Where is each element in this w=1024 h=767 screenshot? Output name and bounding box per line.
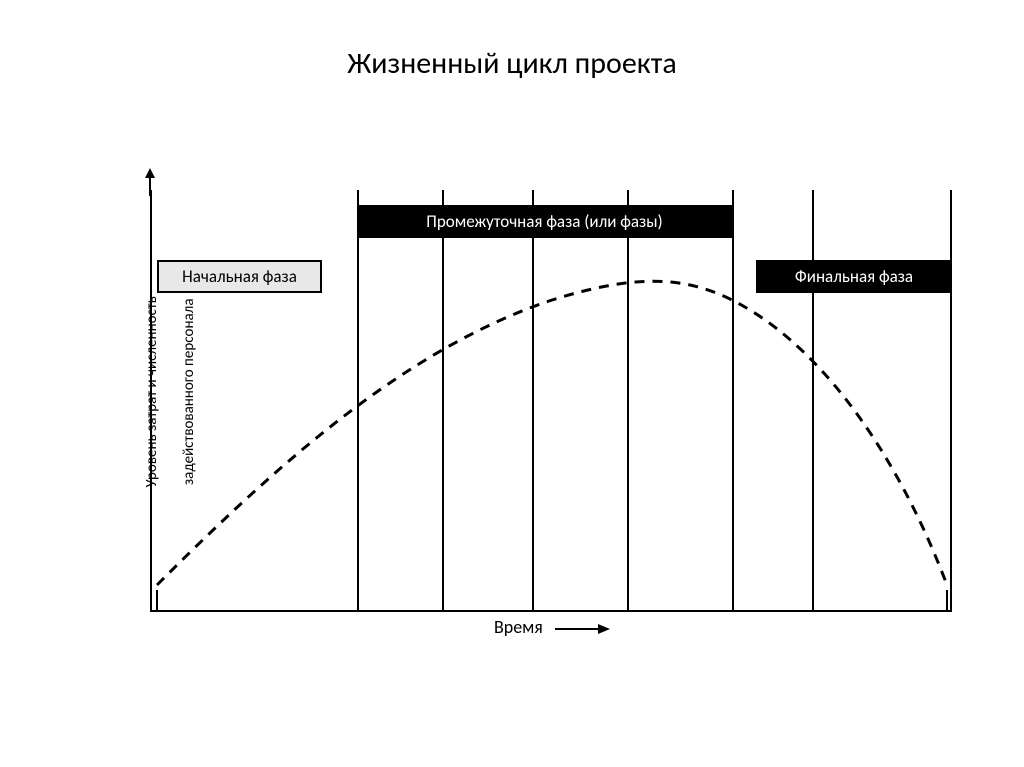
end-tick <box>946 590 948 612</box>
page-title: Жизненный цикл проекта <box>0 45 1024 82</box>
lifecycle-chart: Начальная фаза Промежуточная фаза (или ф… <box>65 180 960 665</box>
effort-curve <box>152 190 952 610</box>
y-axis-label-line2: задействованного персонала <box>180 298 198 485</box>
x-axis-label-text: Время <box>494 616 543 638</box>
x-axis-arrow <box>555 622 610 636</box>
plot-area: Начальная фаза Промежуточная фаза (или ф… <box>150 190 952 612</box>
y-axis-label-line1: Уровень затрат и численность <box>143 296 161 487</box>
x-axis-label: Время <box>152 616 952 638</box>
y-axis-label: Уровень затрат и численность задействова… <box>124 202 218 602</box>
curve-path <box>157 281 947 585</box>
